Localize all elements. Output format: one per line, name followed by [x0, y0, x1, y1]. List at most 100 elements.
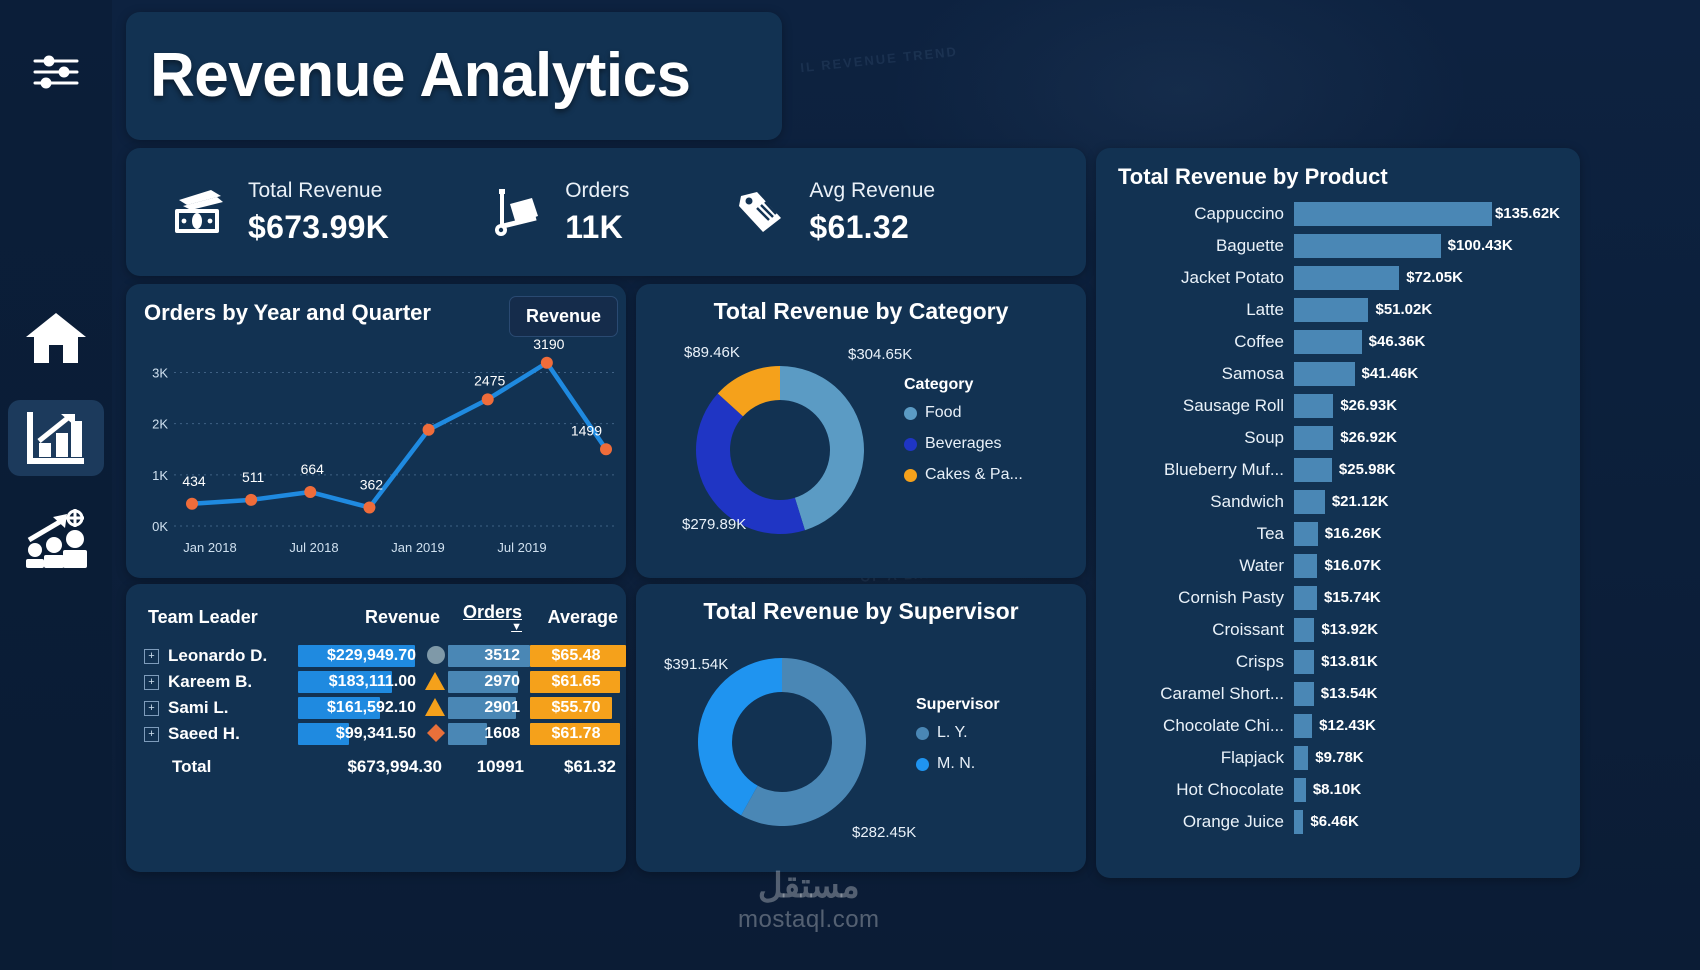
product-value: $21.12K: [1331, 493, 1389, 510]
legend-item[interactable]: Cakes & Pa...: [904, 466, 1023, 484]
product-label: Sausage Roll: [1182, 396, 1284, 415]
product-bar-row[interactable]: Coffee $46.36K: [1104, 326, 1566, 358]
product-bar: [1294, 330, 1362, 354]
legend-item[interactable]: Beverages: [904, 435, 1023, 453]
expand-row-icon[interactable]: +: [144, 675, 159, 691]
product-bar-row[interactable]: Samosa $41.46K: [1104, 358, 1566, 390]
product-bar: [1294, 394, 1334, 418]
product-bar: [1294, 746, 1309, 770]
category-legend: Category Food Beverages Cakes & Pa...: [904, 376, 1023, 497]
legend-label: M. N.: [937, 755, 976, 772]
product-bar-row[interactable]: Baguette $100.43K: [1104, 230, 1566, 262]
average-cell: $55.70: [530, 695, 626, 721]
product-chart-title: Total Revenue by Product: [1118, 164, 1388, 189]
legend-swatch: [904, 406, 917, 420]
product-bar-row[interactable]: Crisps $13.81K: [1104, 646, 1566, 678]
kpi-total-revenue: Total Revenue $673.99K: [168, 179, 389, 246]
sidebar-item-analytics[interactable]: [8, 400, 104, 476]
product-value: $26.92K: [1340, 429, 1398, 446]
product-label: Samosa: [1221, 364, 1284, 383]
svg-text:Jan 2019: Jan 2019: [391, 540, 445, 555]
team-growth-icon: [23, 508, 89, 568]
product-label: Orange Juice: [1182, 812, 1284, 831]
product-label: Latte: [1246, 300, 1284, 319]
legend-label: Cakes & Pa...: [925, 466, 1023, 483]
product-value: $6.46K: [1310, 813, 1359, 830]
team-leader-table-card: Team Leader Revenue Orders ▼ Average + Leonar…: [126, 584, 626, 872]
table-row[interactable]: + Leonardo D. $229,949.70 3512 $65.48: [126, 643, 626, 669]
expand-row-icon[interactable]: +: [144, 649, 159, 665]
kpi-strip: Total Revenue $673.99K Orders 11K Avg Re…: [126, 148, 1086, 276]
product-bar-row[interactable]: Sandwich $21.12K: [1104, 486, 1566, 518]
product-bar-row[interactable]: Chocolate Chi... $12.43K: [1104, 710, 1566, 742]
revenue-cell: $229,949.70: [298, 643, 448, 669]
revenue-toggle-button[interactable]: Revenue: [508, 296, 618, 337]
svg-text:511: 511: [242, 469, 265, 485]
column-header-team-leader[interactable]: Team Leader: [148, 607, 258, 627]
product-bar: [1294, 298, 1369, 322]
table-row[interactable]: + Saeed H. $99,341.50 1608 $61.78: [126, 721, 626, 747]
sidebar-item-home[interactable]: [8, 300, 104, 376]
product-bar: [1294, 490, 1325, 514]
product-value: $135.62K: [1494, 205, 1560, 222]
table-row[interactable]: + Sami L. $161,592.10 2901 $55.70: [126, 695, 626, 721]
product-bar-row[interactable]: Croissant $13.92K: [1104, 614, 1566, 646]
legend-title: Supervisor: [916, 696, 1000, 713]
legend-label: Food: [925, 404, 962, 421]
product-label: Soup: [1244, 428, 1284, 447]
column-header-orders[interactable]: Orders ▼: [448, 584, 530, 643]
table-row[interactable]: + Kareem B. $183,111.00 2970 $61.65: [126, 669, 626, 695]
filters-icon: [31, 52, 81, 92]
legend-label: Beverages: [925, 435, 1002, 452]
legend-title: Category: [904, 376, 974, 393]
product-bar-chart-card: Total Revenue by Product Cappuccino $135…: [1096, 148, 1580, 878]
watermark-domain: mostaql.com: [738, 906, 880, 933]
product-label: Blueberry Muf...: [1164, 460, 1284, 479]
kpi-value: $673.99K: [248, 208, 390, 245]
legend-item[interactable]: L. Y.: [916, 724, 1000, 742]
product-value: $15.74K: [1323, 589, 1381, 606]
product-bar-row[interactable]: Cornish Pasty $15.74K: [1104, 582, 1566, 614]
product-value: $13.54K: [1320, 685, 1378, 702]
product-bar-row[interactable]: Flapjack $9.78K: [1104, 742, 1566, 774]
product-bar-row[interactable]: Sausage Roll $26.93K: [1104, 390, 1566, 422]
product-label: Croissant: [1212, 620, 1284, 639]
product-value: $41.46K: [1361, 365, 1419, 382]
product-bar-row[interactable]: Caramel Short... $13.54K: [1104, 678, 1566, 710]
legend-swatch: [916, 757, 929, 771]
product-bar-row[interactable]: Water $16.07K: [1104, 550, 1566, 582]
analytics-icon: [25, 409, 87, 467]
product-bar-row[interactable]: Latte $51.02K: [1104, 294, 1566, 326]
column-header-revenue[interactable]: Revenue: [364, 607, 440, 627]
column-header-average[interactable]: Average: [547, 607, 618, 627]
product-label: Jacket Potato: [1180, 268, 1284, 287]
legend-item[interactable]: Food: [904, 404, 1023, 422]
svg-text:Jul 2019: Jul 2019: [497, 540, 546, 555]
product-label: Tea: [1256, 524, 1284, 543]
total-orders: 10991: [476, 757, 524, 776]
product-value: $9.78K: [1315, 749, 1364, 766]
kpi-avg-revenue: Avg Revenue $61.32: [729, 179, 935, 246]
sidebar-item-filters[interactable]: [8, 34, 104, 110]
product-bar-row[interactable]: Orange Juice $6.46K: [1104, 806, 1566, 838]
product-bar: [1294, 522, 1318, 546]
svg-text:1K: 1K: [152, 468, 168, 483]
kpi-label: Avg Revenue: [809, 178, 936, 202]
product-value: $72.05K: [1406, 269, 1463, 286]
legend-item[interactable]: M. N.: [916, 755, 1000, 773]
expand-row-icon[interactable]: +: [144, 701, 159, 717]
average-cell: $61.78: [530, 721, 626, 747]
slice-value-label: $304.65K: [848, 346, 913, 363]
table-header-row: Team Leader Revenue Orders ▼ Average: [126, 584, 626, 643]
product-bar-row[interactable]: Cappuccino $135.62K: [1104, 198, 1566, 230]
product-bar-row[interactable]: Jacket Potato $72.05K: [1104, 262, 1566, 294]
product-bar-row[interactable]: Hot Chocolate $8.10K: [1104, 774, 1566, 806]
product-label: Hot Chocolate: [1176, 780, 1284, 799]
watermark-arabic: مستقل: [757, 867, 860, 905]
sidebar-item-team[interactable]: [8, 500, 104, 576]
product-bar-row[interactable]: Soup $26.92K: [1104, 422, 1566, 454]
product-value: $100.43K: [1447, 237, 1513, 254]
product-bar-row[interactable]: Tea $16.26K: [1104, 518, 1566, 550]
product-bar-row[interactable]: Blueberry Muf... $25.98K: [1104, 454, 1566, 486]
expand-row-icon[interactable]: +: [144, 727, 159, 743]
